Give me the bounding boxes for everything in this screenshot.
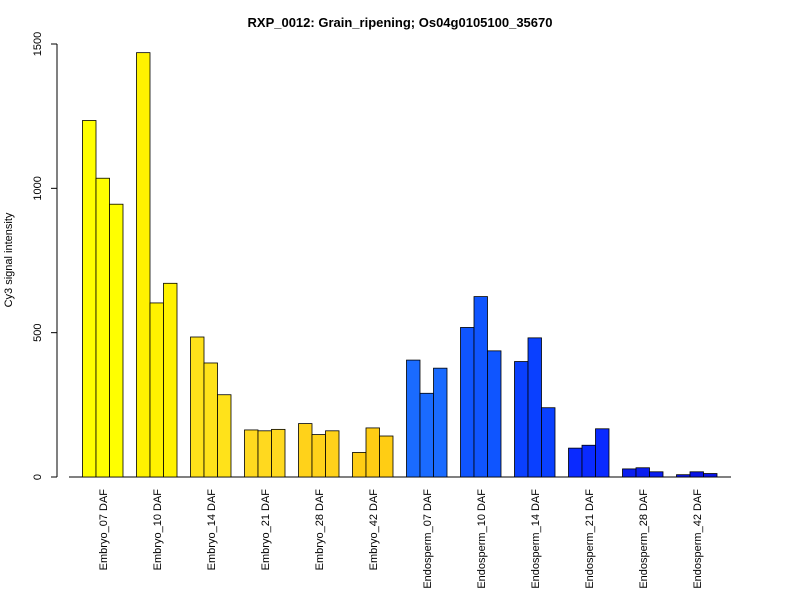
bar	[635, 467, 650, 478]
x-tick-label: Endosperm_14 DAF	[530, 489, 542, 589]
bar	[433, 367, 448, 478]
bar	[622, 468, 637, 478]
x-tick-label: Endosperm_21 DAF	[584, 489, 596, 589]
x-tick-label: Embryo_10 DAF	[152, 489, 164, 571]
bar-group	[82, 52, 718, 478]
y-tick-label: 1000	[32, 176, 44, 200]
y-axis: 0 500 1000 1500	[32, 32, 58, 480]
bar	[244, 429, 259, 478]
bar	[527, 337, 542, 478]
bar	[541, 407, 556, 478]
y-tick-label: 1500	[32, 32, 44, 56]
x-tick-label: Embryo_28 DAF	[314, 489, 326, 571]
x-tick-label: Endosperm_28 DAF	[638, 489, 650, 589]
x-tick-label: Endosperm_10 DAF	[476, 489, 488, 589]
y-tick-label: 0	[32, 474, 44, 480]
bar	[365, 427, 380, 478]
x-tick-label: Embryo_07 DAF	[98, 489, 110, 571]
bar	[703, 473, 718, 478]
bar	[149, 302, 164, 478]
bar	[487, 350, 502, 478]
bar	[689, 471, 704, 478]
bar	[473, 296, 488, 478]
bar	[257, 430, 272, 478]
y-tick-label: 500	[32, 323, 44, 341]
bar	[568, 447, 583, 478]
bar	[460, 327, 475, 478]
bar	[95, 177, 110, 478]
x-tick-label: Endosperm_42 DAF	[692, 489, 704, 589]
bar	[82, 120, 97, 478]
x-tick-label: Endosperm_07 DAF	[422, 489, 434, 589]
x-tick-labels: Embryo_07 DAF Embryo_10 DAF Embryo_14 DAF E…	[98, 489, 704, 589]
bar	[406, 359, 421, 478]
x-tick-label: Embryo_14 DAF	[206, 489, 218, 571]
bar	[352, 452, 367, 478]
bar	[649, 471, 664, 478]
bar	[419, 392, 434, 478]
bar	[325, 430, 340, 478]
bar	[595, 428, 610, 478]
bar	[109, 203, 124, 478]
y-axis-label: Cy3 signal intensity	[3, 212, 15, 307]
x-tick-label: Embryo_21 DAF	[260, 489, 272, 571]
chart-title: RXP_0012: Grain_ripening; Os04g0105100_3…	[248, 15, 553, 30]
bar	[514, 361, 529, 478]
bar	[271, 428, 286, 478]
bar	[298, 423, 313, 478]
bar	[311, 434, 326, 478]
bar	[379, 435, 394, 478]
bar	[163, 282, 178, 478]
bar	[676, 474, 691, 478]
bar	[203, 362, 218, 478]
bar	[581, 444, 596, 478]
bar	[136, 52, 151, 478]
x-tick-label: Embryo_42 DAF	[368, 489, 380, 571]
bar	[190, 336, 205, 478]
bar	[217, 394, 232, 478]
